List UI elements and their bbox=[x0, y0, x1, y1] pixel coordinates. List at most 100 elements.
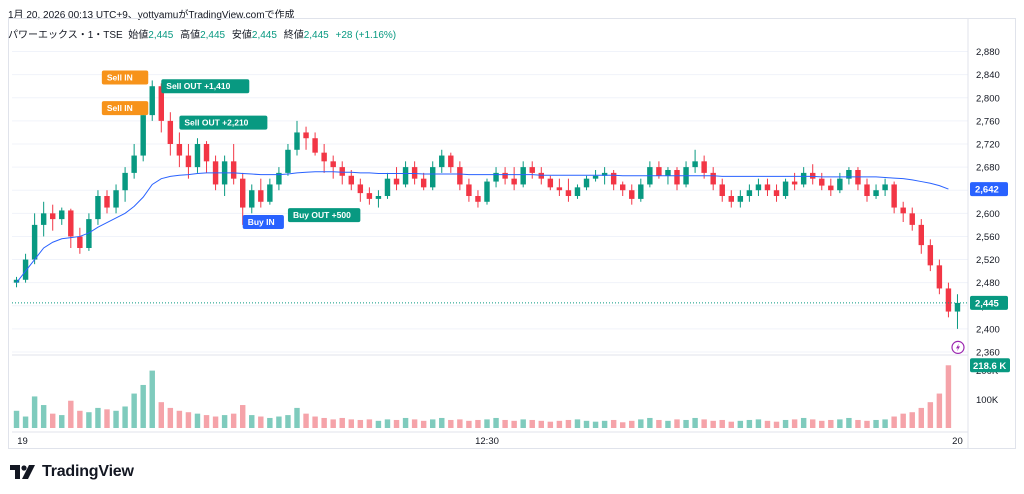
volume-bar bbox=[556, 420, 563, 428]
volume-bar bbox=[692, 417, 698, 428]
candle-body bbox=[330, 161, 336, 168]
volume-bar bbox=[746, 419, 753, 428]
volume-last-label: 218.6 K bbox=[973, 361, 1006, 372]
volume-bar bbox=[882, 419, 888, 428]
candle-body bbox=[502, 172, 508, 179]
candle-body bbox=[457, 167, 463, 185]
volume-bar bbox=[800, 417, 807, 428]
footer: TradingView bbox=[10, 463, 134, 481]
trade-marker-bg bbox=[161, 79, 250, 94]
candle-body bbox=[50, 213, 56, 220]
candle-body bbox=[620, 184, 626, 191]
candle-body bbox=[420, 178, 427, 188]
candle-body bbox=[475, 196, 481, 202]
volume-bar bbox=[620, 422, 626, 428]
candle-body bbox=[249, 190, 255, 208]
price-chart[interactable]: 2,8802,8402,8002,7602,7202,6802,6402,600… bbox=[0, 0, 1024, 460]
volume-bar bbox=[430, 419, 436, 428]
candle-body bbox=[520, 167, 526, 185]
volume-bar bbox=[131, 393, 137, 428]
chart-caption: 1月 20, 2026 00:13 UTC+9、yottyamuがTrading… bbox=[8, 10, 295, 21]
volume-bar bbox=[764, 420, 771, 428]
tradingview-logo-icon bbox=[10, 465, 35, 479]
volume-bar bbox=[402, 417, 409, 428]
price-tick-label: 2,800 bbox=[976, 93, 1000, 104]
candle-body bbox=[402, 167, 409, 185]
candle-body bbox=[95, 196, 101, 220]
candle-body bbox=[448, 155, 454, 168]
volume-bar bbox=[185, 412, 192, 428]
open-label: 始値 bbox=[128, 30, 149, 41]
price-tick-label: 2,760 bbox=[976, 116, 1000, 127]
candle-body bbox=[375, 196, 382, 199]
candle-body bbox=[321, 152, 327, 162]
chart-frame bbox=[8, 18, 1016, 449]
candle-body bbox=[194, 144, 201, 168]
candle-body bbox=[294, 132, 300, 150]
volume-bar bbox=[312, 416, 318, 428]
candle-body bbox=[59, 210, 65, 220]
candle-body bbox=[674, 170, 680, 185]
vwap-price-label-bg bbox=[970, 182, 1008, 197]
vwap-price-label: 2,642 bbox=[975, 185, 999, 196]
candle-body bbox=[638, 184, 644, 199]
volume-bar bbox=[457, 419, 463, 428]
volume-bar bbox=[285, 415, 291, 428]
trade-marker-label: Sell IN bbox=[107, 103, 133, 113]
candle-body bbox=[909, 213, 915, 225]
volume-bar bbox=[719, 419, 725, 428]
volume-bar bbox=[113, 410, 119, 428]
candle-body bbox=[882, 184, 888, 191]
volume-bar bbox=[665, 420, 671, 428]
trade-marker-bg bbox=[101, 101, 149, 116]
lightning-bolt bbox=[956, 343, 960, 352]
candle-body bbox=[728, 196, 734, 202]
candle-body bbox=[167, 120, 174, 144]
candle-body bbox=[710, 172, 716, 185]
candle-body bbox=[837, 178, 843, 191]
volume-bar bbox=[122, 406, 128, 428]
volume-bar bbox=[411, 419, 418, 428]
volume-bar bbox=[638, 419, 644, 428]
candle-body bbox=[285, 149, 291, 173]
volume-bar bbox=[294, 407, 300, 428]
candle-body bbox=[800, 172, 807, 185]
volume-bar bbox=[77, 410, 83, 428]
volume-bar bbox=[484, 419, 490, 428]
volume-bar bbox=[909, 412, 915, 428]
candle-body bbox=[104, 196, 110, 208]
volume-bar bbox=[393, 419, 400, 428]
volume-bar bbox=[547, 421, 554, 428]
volume-bar bbox=[520, 419, 526, 428]
candle-body bbox=[810, 172, 816, 179]
volume-bar bbox=[86, 412, 92, 428]
candle-body bbox=[484, 181, 490, 202]
volume-bar bbox=[565, 419, 572, 428]
volume-bar bbox=[303, 413, 309, 428]
volume-bar bbox=[855, 419, 861, 428]
volume-bar bbox=[710, 420, 716, 428]
candle-body bbox=[185, 155, 192, 168]
candle-body bbox=[556, 187, 563, 191]
volume-bar bbox=[95, 407, 101, 428]
candle-body bbox=[13, 279, 20, 283]
trade-marker-label: Sell IN bbox=[107, 73, 133, 83]
candle-body bbox=[538, 172, 544, 179]
candle-body bbox=[701, 161, 707, 173]
candle-body bbox=[945, 288, 952, 312]
volume-bar bbox=[791, 419, 798, 428]
candle-body bbox=[303, 132, 309, 139]
open-value: 2,445 bbox=[148, 30, 174, 41]
candle-body bbox=[393, 178, 400, 185]
volume-bar bbox=[50, 413, 56, 428]
candle-body bbox=[312, 138, 318, 153]
candle-body bbox=[86, 219, 92, 248]
candle-body bbox=[158, 86, 164, 121]
candle-body bbox=[692, 161, 698, 168]
candle-body bbox=[384, 178, 391, 196]
volume-bar bbox=[448, 419, 454, 428]
volume-bar bbox=[683, 419, 689, 428]
candle-body bbox=[746, 190, 753, 196]
candle-body bbox=[601, 172, 608, 176]
volume-bar bbox=[493, 417, 499, 428]
